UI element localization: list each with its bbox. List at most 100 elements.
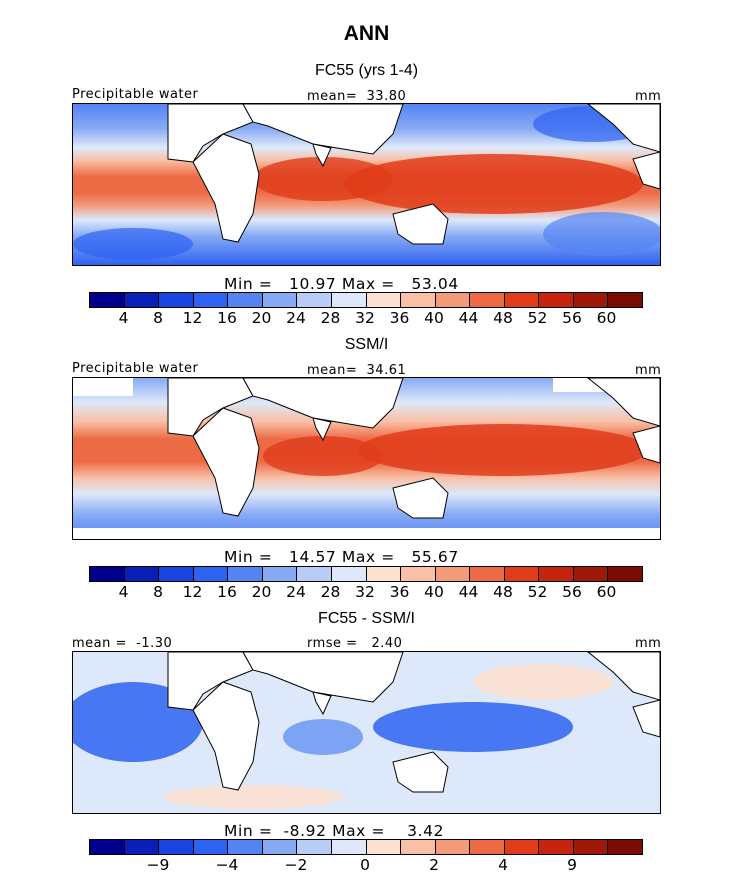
panel3-indian-dry-bias bbox=[283, 719, 363, 755]
colorbar-swatch bbox=[228, 567, 263, 581]
colorbar-swatch bbox=[539, 840, 574, 854]
colorbar-swatch bbox=[504, 840, 540, 854]
colorbar-swatch bbox=[539, 293, 574, 307]
colorbar-swatch bbox=[331, 293, 367, 307]
panel2-north-america bbox=[587, 378, 660, 427]
colorbar-tick-label: 28 bbox=[320, 583, 341, 601]
colorbar-swatch bbox=[262, 293, 298, 307]
colorbar-tick-label: 40 bbox=[424, 583, 444, 601]
panel2-colorbar-ticks: 4 8 12 16 20 24 28 32 36 40 44 48 52 56 60 bbox=[89, 583, 641, 603]
colorbar-swatch bbox=[608, 567, 642, 581]
colorbar-swatch bbox=[159, 567, 194, 581]
panel3-south-america bbox=[632, 699, 660, 738]
colorbar-tick-label: 36 bbox=[389, 583, 410, 601]
panel3-mean-label: mean = -1.30 bbox=[72, 636, 173, 651]
colorbar-swatch bbox=[435, 567, 471, 581]
colorbar-swatch bbox=[262, 567, 298, 581]
colorbar-tick-label: 0 bbox=[360, 856, 370, 874]
panel1-warm-pool bbox=[343, 154, 643, 214]
panel1-continents bbox=[167, 104, 660, 245]
colorbar-tick-label: 48 bbox=[493, 309, 513, 327]
colorbar-swatch bbox=[608, 293, 642, 307]
figure-title: ANN bbox=[343, 22, 390, 45]
colorbar-tick-label: 8 bbox=[153, 309, 163, 327]
panel3-africa-south bbox=[192, 681, 260, 791]
colorbar-tick-label: −2 bbox=[284, 856, 308, 874]
colorbar-tick-label: 4 bbox=[118, 309, 129, 327]
colorbar-tick-label: −9 bbox=[146, 856, 170, 874]
colorbar-swatch bbox=[504, 293, 540, 307]
panel3-units-label: mm bbox=[635, 636, 662, 651]
panel3-minmax: Min = -8.92 Max = 3.42 bbox=[224, 822, 445, 840]
panel1-variable-label: Precipitable water bbox=[72, 87, 199, 102]
colorbar-tick-label: 44 bbox=[458, 583, 479, 601]
colorbar-tick-label: 8 bbox=[153, 583, 163, 601]
colorbar-swatch bbox=[573, 567, 609, 581]
colorbar-swatch bbox=[366, 840, 402, 854]
panel2-continents bbox=[167, 378, 660, 519]
colorbar-tick-label: 56 bbox=[562, 309, 582, 327]
colorbar-swatch bbox=[90, 840, 125, 854]
panel2-eurasia bbox=[242, 378, 404, 429]
panel1-map-svg bbox=[73, 104, 660, 265]
panel3-north-pacific-wet-bias bbox=[473, 664, 613, 700]
panel3-colorbar-ticks: −9 −4 −2 0 2 4 9 bbox=[89, 856, 641, 876]
colorbar-tick-label: 32 bbox=[355, 583, 375, 601]
colorbar-tick-label: 60 bbox=[596, 583, 617, 601]
panel1-eurasia bbox=[242, 104, 404, 155]
colorbar-tick-label: 24 bbox=[286, 583, 306, 601]
panel3-title: FC55 - SSM/I bbox=[318, 610, 415, 627]
panel2-warm-pool bbox=[358, 424, 648, 476]
colorbar-swatch bbox=[159, 840, 194, 854]
panel1-mean-label: mean= 33.80 bbox=[307, 89, 407, 104]
panel1-south-america bbox=[632, 151, 660, 190]
panel1-indian-ocean-max bbox=[253, 157, 393, 201]
colorbar-tick-label: 9 bbox=[567, 856, 577, 874]
colorbar-tick-label: 2 bbox=[429, 856, 439, 874]
colorbar-tick-label: 40 bbox=[424, 309, 444, 327]
panel2-africa-south bbox=[192, 407, 260, 517]
colorbar-tick-label: 4 bbox=[498, 856, 508, 874]
colorbar-swatch bbox=[331, 840, 367, 854]
panel3-map bbox=[72, 651, 661, 814]
colorbar-swatch bbox=[470, 567, 505, 581]
panel2-missing-nw bbox=[73, 378, 133, 396]
colorbar-swatch bbox=[435, 840, 471, 854]
panel1-units-label: mm bbox=[635, 89, 662, 104]
colorbar-swatch bbox=[573, 840, 609, 854]
panel1-australia bbox=[392, 203, 449, 245]
panel3-colorbar bbox=[89, 839, 643, 855]
colorbar-tick-label: 12 bbox=[182, 583, 203, 601]
colorbar-swatch bbox=[573, 293, 609, 307]
colorbar-swatch bbox=[124, 293, 160, 307]
panel2-map-svg bbox=[73, 378, 660, 539]
colorbar-tick-label: 56 bbox=[562, 583, 582, 601]
colorbar-swatch bbox=[297, 567, 332, 581]
colorbar-swatch bbox=[262, 840, 298, 854]
colorbar-swatch bbox=[331, 567, 367, 581]
panel1-minmax: Min = 10.97 Max = 53.04 bbox=[224, 275, 459, 293]
colorbar-swatch bbox=[90, 567, 125, 581]
panel3-map-svg bbox=[73, 652, 660, 813]
colorbar-tick-label: 48 bbox=[493, 583, 513, 601]
panel1-north-america bbox=[587, 104, 660, 153]
panel3-pacific-dry-bias bbox=[373, 702, 573, 752]
panel2-units-label: mm bbox=[635, 363, 662, 378]
colorbar-swatch bbox=[470, 293, 505, 307]
colorbar-swatch bbox=[401, 293, 436, 307]
colorbar-swatch bbox=[193, 567, 229, 581]
panel3-rmse-label: rmse = 2.40 bbox=[307, 636, 403, 651]
colorbar-swatch bbox=[401, 840, 436, 854]
panel1-south-atlantic-dry bbox=[73, 228, 193, 260]
colorbar-tick-label: 4 bbox=[118, 583, 129, 601]
colorbar-swatch bbox=[228, 293, 263, 307]
panel3-continents bbox=[167, 652, 660, 793]
panel2-india bbox=[312, 417, 332, 442]
colorbar-tick-label: 52 bbox=[527, 583, 548, 601]
colorbar-swatch bbox=[539, 567, 574, 581]
panel1-india bbox=[312, 143, 332, 168]
colorbar-swatch bbox=[504, 567, 540, 581]
panel1-colorbar bbox=[89, 292, 643, 308]
colorbar-tick-label: 44 bbox=[458, 309, 479, 327]
panel3-southern-wet-bias bbox=[163, 785, 343, 809]
